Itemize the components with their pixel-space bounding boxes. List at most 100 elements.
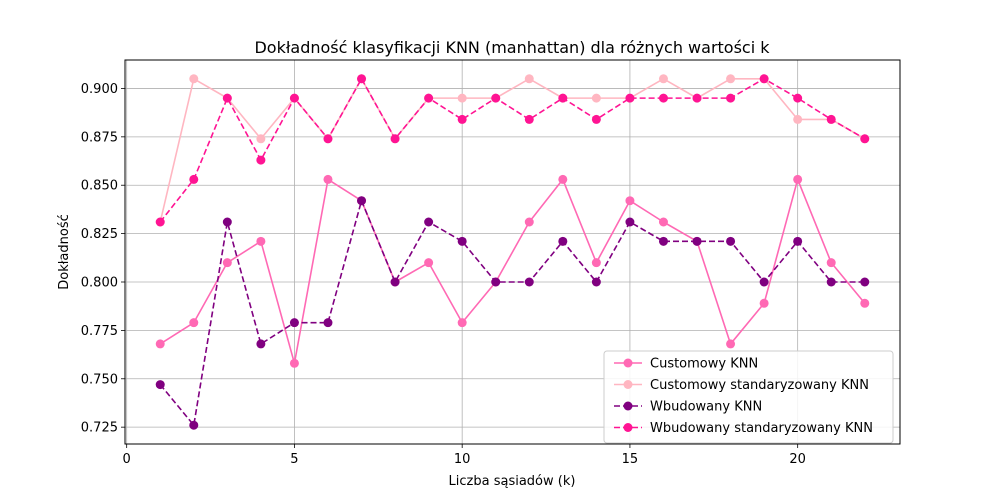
data-point — [793, 174, 803, 184]
data-point — [591, 114, 601, 124]
legend-box — [603, 350, 894, 444]
data-point — [524, 277, 534, 287]
data-point — [591, 277, 601, 287]
data-point — [457, 236, 467, 246]
data-point — [155, 380, 165, 390]
data-point — [658, 236, 668, 246]
y-tick-label: 0.750 — [81, 372, 118, 387]
legend-marker — [623, 423, 633, 432]
x-tick-label: 15 — [622, 452, 639, 467]
x-tick-label: 0 — [123, 452, 131, 467]
data-point — [289, 93, 299, 103]
data-point — [189, 174, 199, 184]
legend-label: Wbudowany standaryzowany KNN — [650, 421, 873, 436]
data-point — [189, 420, 199, 430]
y-tick-label: 0.825 — [81, 227, 118, 242]
legend-label: Customowy standaryzowany KNN — [650, 378, 869, 393]
data-point — [289, 358, 299, 368]
data-point — [491, 277, 501, 287]
data-point — [323, 134, 333, 144]
y-axis-label: Dokładność — [57, 214, 72, 290]
data-point — [155, 217, 165, 227]
data-point — [625, 217, 635, 227]
data-point — [424, 93, 434, 103]
data-point — [424, 217, 434, 227]
data-point — [726, 93, 736, 103]
legend-marker — [623, 380, 633, 389]
data-point — [793, 236, 803, 246]
data-point — [457, 114, 467, 124]
legend-marker — [623, 358, 633, 368]
series-line — [159, 77, 866, 223]
data-point — [256, 155, 266, 165]
data-point — [222, 217, 232, 227]
data-point — [692, 93, 702, 103]
data-point — [524, 74, 534, 84]
data-point — [289, 318, 299, 328]
series-line — [159, 77, 866, 223]
axis-layer: 0 5 10 15 20 0.725 0.750 0.775 0.800 0.825 0.850 0.… — [81, 82, 806, 467]
data-point — [726, 236, 736, 246]
data-point — [390, 277, 400, 287]
series-4 — [155, 74, 870, 227]
data-point — [759, 74, 769, 84]
x-tick-label: 10 — [454, 452, 471, 467]
data-point — [658, 217, 668, 227]
data-point — [726, 339, 736, 349]
data-point — [860, 134, 870, 144]
y-tick-label: 0.875 — [81, 130, 118, 145]
x-tick-label: 20 — [789, 452, 806, 467]
data-point — [591, 93, 601, 103]
data-point — [222, 258, 232, 268]
data-point — [155, 339, 165, 349]
data-point — [390, 134, 400, 144]
data-point — [323, 318, 333, 328]
y-tick-label: 0.900 — [81, 82, 118, 97]
data-point — [759, 277, 769, 287]
plot-frame — [124, 59, 901, 445]
data-point — [625, 196, 635, 206]
data-point — [457, 318, 467, 328]
data-point — [457, 93, 467, 103]
series-1 — [155, 174, 870, 368]
x-tick-label: 5 — [290, 452, 298, 467]
data-point — [256, 339, 266, 349]
data-point — [558, 174, 568, 184]
data-point — [491, 93, 501, 103]
data-point — [323, 174, 333, 184]
y-tick-label: 0.725 — [81, 421, 118, 436]
data-point — [189, 74, 199, 84]
data-point — [793, 114, 803, 124]
y-tick-label: 0.775 — [81, 324, 118, 339]
data-point — [726, 74, 736, 84]
legend-label: Wbudowany KNN — [650, 400, 762, 415]
data-point — [860, 298, 870, 308]
data-point — [357, 196, 367, 206]
series-line — [159, 199, 865, 427]
data-point — [591, 258, 601, 268]
series-line — [159, 178, 866, 365]
data-point — [658, 74, 668, 84]
legend-marker — [623, 401, 633, 411]
legend-label: Customowy KNN — [650, 357, 758, 372]
data-point — [189, 318, 199, 328]
data-point — [826, 277, 836, 287]
chart-title: Dokładność klasyfikacji KNN (manhattan) … — [254, 38, 770, 57]
series-3 — [155, 196, 870, 430]
data-point — [860, 277, 870, 287]
data-point — [256, 236, 266, 246]
series-layer — [155, 74, 870, 430]
data-point — [558, 93, 568, 103]
y-tick-label: 0.800 — [81, 276, 118, 291]
data-point — [692, 236, 702, 246]
data-point — [222, 93, 232, 103]
data-point — [424, 258, 434, 268]
data-point — [759, 298, 769, 308]
data-point — [826, 258, 836, 268]
y-tick-label: 0.850 — [81, 179, 118, 194]
data-point — [524, 114, 534, 124]
data-point — [658, 93, 668, 103]
data-point — [625, 93, 635, 103]
